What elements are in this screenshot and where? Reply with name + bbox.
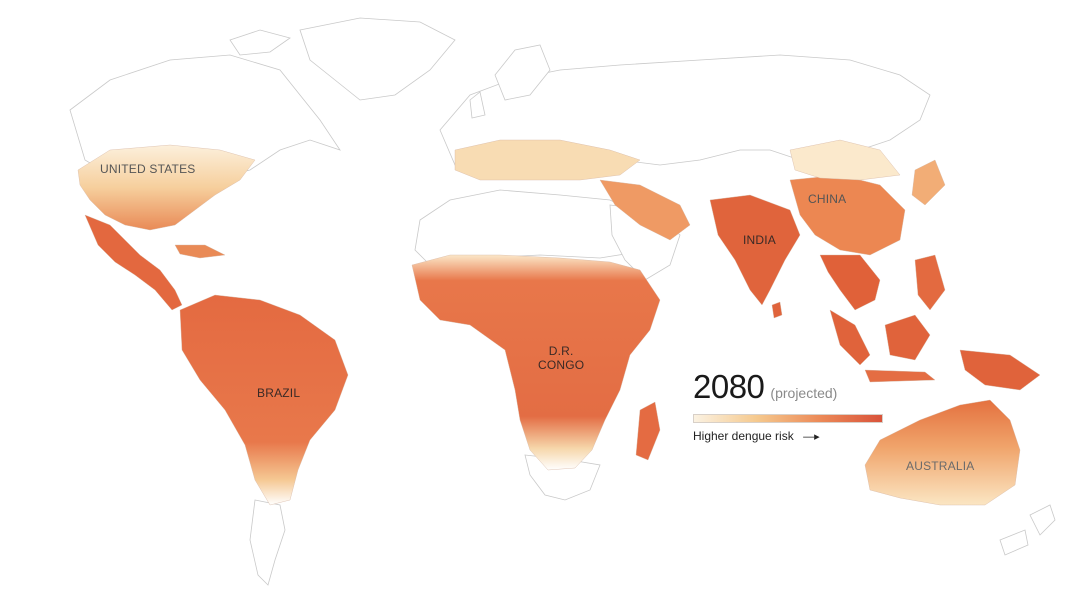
- legend-caption: Higher dengue risk: [693, 429, 794, 443]
- label-dr-congo: D.R. CONGO: [538, 344, 585, 372]
- usa-region: [77, 144, 256, 231]
- africa-region: [411, 254, 661, 471]
- australia-region: [864, 399, 1021, 506]
- north-china-region: [789, 139, 901, 181]
- legend-year: 2080: [693, 368, 765, 405]
- middle-east-region: [599, 179, 691, 241]
- legend-projected: (projected): [770, 385, 838, 401]
- japan-region: [911, 159, 946, 206]
- southeast-asia-region: [819, 254, 881, 311]
- label-australia: AUSTRALIA: [906, 459, 975, 473]
- arctic-islands-outline: [229, 29, 291, 56]
- label-brazil: BRAZIL: [257, 386, 301, 400]
- philippines-region: [914, 254, 946, 311]
- legend-gradient-bar: [693, 414, 883, 423]
- uk-outline: [469, 91, 486, 119]
- central-america-region: [84, 214, 183, 311]
- mediterranean-region: [454, 139, 641, 181]
- nz-south-outline: [999, 529, 1029, 556]
- sumatra-region: [829, 309, 871, 366]
- new-guinea-region: [959, 349, 1041, 391]
- legend-caption-row: Higher dengue risk —▸: [693, 429, 893, 443]
- scandinavia-outline: [494, 44, 551, 101]
- legend: 2080 (projected) Higher dengue risk —▸: [693, 368, 893, 443]
- china-region: [789, 174, 906, 256]
- sri-lanka-region: [771, 301, 783, 319]
- india-region: [709, 194, 801, 306]
- nz-outline: [1029, 504, 1056, 536]
- arrow-right-icon: —▸: [803, 431, 820, 443]
- label-china: CHINA: [808, 192, 847, 206]
- java-region: [864, 369, 936, 383]
- caribbean-region: [174, 244, 226, 259]
- patagonia-outline: [249, 499, 286, 586]
- south-america-region: [179, 294, 349, 506]
- label-india: INDIA: [743, 233, 777, 247]
- madagascar-region: [635, 401, 661, 461]
- legend-heading: 2080 (projected): [693, 368, 893, 406]
- risk-regions: [77, 139, 1041, 506]
- greenland-outline: [299, 17, 456, 101]
- label-united-states: UNITED STATES: [100, 162, 196, 176]
- borneo-region: [884, 314, 931, 361]
